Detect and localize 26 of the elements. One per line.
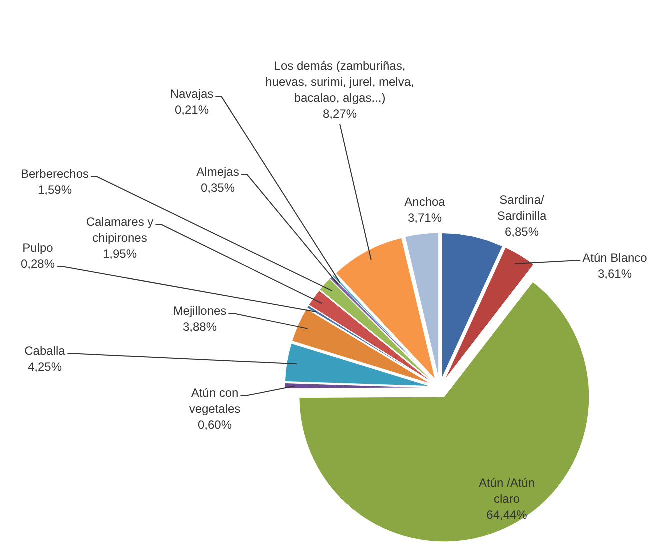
- data-label: 6,85%: [504, 225, 540, 239]
- data-label: 8,27%: [322, 107, 358, 121]
- data-label: 1,59%: [38, 183, 72, 197]
- slice-label: Mejillones: [173, 304, 227, 318]
- slice-label: Pulpo: [22, 241, 54, 255]
- data-label: 0,60%: [198, 418, 232, 432]
- data-label: 4,25%: [28, 360, 62, 374]
- data-label: 0,21%: [174, 103, 210, 117]
- data-label: 0,28%: [20, 257, 56, 271]
- slice-label: Atún con vegetales: [189, 386, 241, 416]
- slice-label: Calamares y chipirones: [86, 215, 154, 245]
- slice-label: Atún Blanco: [582, 251, 648, 265]
- slice-label: Atún /Atún claro: [478, 476, 536, 506]
- data-label: 64,44%: [486, 508, 528, 522]
- slice-label: Almejas: [196, 165, 240, 179]
- slice-label: Berberechos: [20, 167, 90, 181]
- slice-label: Caballa: [24, 344, 66, 358]
- data-label: 3,88%: [182, 320, 218, 334]
- slice-label: Los demás (zamburiñas, huevas, surimi, jurel, melva, bacalao, algas...): [266, 59, 414, 105]
- slice-label: Anchoa: [404, 195, 446, 209]
- slice-label: Sardina/ Sardinilla: [497, 193, 548, 223]
- slice-label: Navajas: [170, 87, 214, 101]
- data-label: 3,61%: [598, 267, 632, 281]
- data-label: 3,71%: [408, 211, 442, 225]
- data-label: 1,95%: [102, 247, 138, 261]
- data-label: 0,35%: [200, 181, 236, 195]
